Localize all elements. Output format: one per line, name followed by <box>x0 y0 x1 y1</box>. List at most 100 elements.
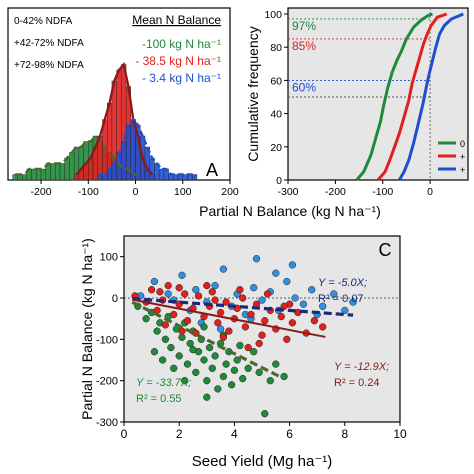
panel-a-letter: A <box>206 160 218 180</box>
panel-a-x-ticks: -200 -100 0 100 200 <box>31 180 239 198</box>
panel-c-ticks: 0 2 4 6 8 10 -300 -200 -100 0 100 <box>96 252 407 441</box>
scatter-point-mid <box>194 292 203 300</box>
scatter-point-mid <box>261 317 269 325</box>
a-x-tick-label: 200 <box>221 186 239 198</box>
scatter-point-high <box>283 277 291 286</box>
c-y-tick-label: -200 <box>96 376 118 388</box>
b-legend-label-high: + <box>460 165 465 175</box>
scatter-point-low <box>230 366 239 374</box>
scatter-point-mid <box>280 302 288 310</box>
panel-b-ylabel: Cumulative frequency <box>245 26 261 161</box>
scatter-point-mid <box>170 310 178 319</box>
a-x-tick-label: 0 <box>133 186 139 198</box>
scatter-point-low <box>181 377 189 385</box>
scatter-point-mid <box>161 321 170 329</box>
b-x-tick-label: -100 <box>372 186 393 198</box>
b-y-tick-label: 80 <box>270 42 282 54</box>
scatter-point-mid <box>203 281 211 290</box>
scatter-point-low <box>219 372 228 381</box>
scatter-point-low <box>203 393 211 401</box>
scatter-point-low <box>161 335 170 343</box>
scatter-point-low <box>227 381 236 389</box>
ndfa-label-2: +72-98% NDFA <box>14 60 84 71</box>
fit-line-low <box>131 300 280 378</box>
scatter-point-high <box>308 286 316 294</box>
fit-line-mid <box>132 298 326 338</box>
scatter-point-high <box>252 255 261 263</box>
scatter-point-low <box>142 315 150 323</box>
scatter-point-high <box>178 271 186 279</box>
scatter-point-mid <box>263 290 272 298</box>
panel-c-xlabel: Seed Yield (Mg ha⁻¹) <box>192 453 333 470</box>
hist-bar-low <box>69 152 75 181</box>
c-y-tick-label: 100 <box>100 252 118 264</box>
b-legend-label-low: 0 <box>460 139 465 149</box>
scatter-point-low <box>150 348 159 356</box>
scatter-point-low <box>208 364 216 372</box>
scatter-point-low <box>250 348 258 356</box>
a-x-tick-label: -200 <box>31 186 52 198</box>
scatter-point-high <box>250 284 258 292</box>
scatter-point-mid <box>239 294 247 302</box>
b-ref-label-mid: 85% <box>292 39 316 53</box>
scatter-point-mid <box>216 308 225 317</box>
c-y-tick-label: -100 <box>96 334 118 346</box>
b-ref-label-high: 60% <box>292 80 316 94</box>
cdf-line-mid <box>376 12 448 181</box>
panel-c-frame <box>123 235 401 423</box>
panel-c-fit-lines <box>131 297 354 378</box>
scatter-point-mid <box>310 317 319 325</box>
hist-bar-mid <box>73 174 80 181</box>
scatter-point-low <box>222 360 230 368</box>
scatter-point-low <box>186 339 194 348</box>
scatter-point-high <box>150 277 159 286</box>
b-y-tick-label: 20 <box>270 142 282 154</box>
scatter-point-low <box>244 364 252 372</box>
panel-a-bars <box>12 64 198 181</box>
b-x-tick-label: -300 <box>277 186 298 198</box>
scatter-point-mid <box>288 319 297 327</box>
scatter-point-high <box>272 269 280 277</box>
scatter-point-low <box>178 333 186 341</box>
scatter-point-low <box>236 341 244 350</box>
hist-bar-high <box>158 168 165 181</box>
fit-r2-high: R² = 0.07 <box>318 293 364 305</box>
scatter-point-mid <box>178 327 186 335</box>
hist-bar-low <box>50 163 56 181</box>
scatter-point-high <box>164 290 172 298</box>
b-y-tick-label: 60 <box>270 75 282 87</box>
hist-bar-low <box>36 168 42 181</box>
hist-bar-low <box>40 168 46 181</box>
hist-bar-low <box>55 163 61 181</box>
fit-eq-mid: Y = -12.9X; <box>334 361 389 373</box>
ndfa-label-0: 0-42% NDFA <box>14 16 73 27</box>
fit-eq-high: Y = -5.0X; <box>318 277 367 289</box>
scatter-point-mid <box>181 290 189 298</box>
c-x-tick-label: 8 <box>341 427 348 441</box>
scatter-point-mid <box>283 335 291 343</box>
scatter-point-mid <box>208 288 216 296</box>
scatter-point-high <box>291 294 299 302</box>
scatter-point-low <box>266 377 274 385</box>
c-x-tick-label: 0 <box>121 427 128 441</box>
scatter-point-mid <box>214 319 222 327</box>
scatter-point-low <box>170 364 178 372</box>
scatter-point-mid <box>244 343 252 352</box>
b-y-tick-label: 40 <box>270 109 282 121</box>
scatter-point-mid <box>211 296 219 304</box>
scatter-point-high <box>341 306 349 315</box>
fit-curve-low <box>15 134 138 176</box>
panel-c-letter: C <box>379 240 392 260</box>
panel-c-ylabel: Partial N Balance (kg N ha⁻¹) <box>79 238 95 420</box>
scatter-point-mid <box>219 333 228 341</box>
scatter-point-high <box>192 286 200 294</box>
scatter-point-low <box>214 385 222 393</box>
scatter-point-low <box>272 360 280 368</box>
scatter-point-low <box>153 327 161 335</box>
panel-c-scatter: 0 2 4 6 8 10 -300 -200 -100 0 100 Y = -5.0X; R² = … <box>79 235 407 470</box>
scatter-point-low <box>183 360 192 368</box>
scatter-point-low <box>158 356 167 364</box>
scatter-point-high <box>219 265 228 273</box>
